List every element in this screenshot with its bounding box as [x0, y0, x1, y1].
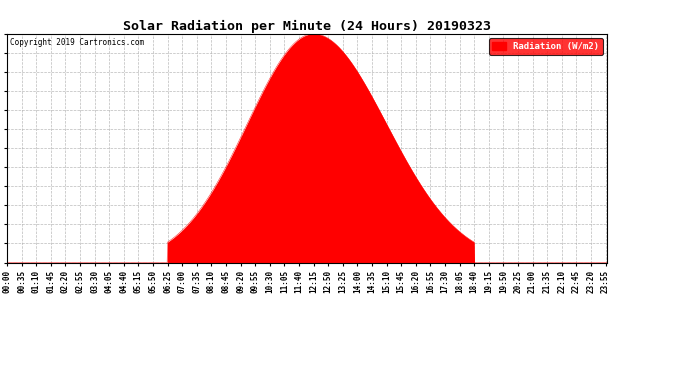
Title: Solar Radiation per Minute (24 Hours) 20190323: Solar Radiation per Minute (24 Hours) 20… [123, 20, 491, 33]
Text: Copyright 2019 Cartronics.com: Copyright 2019 Cartronics.com [10, 38, 144, 47]
Legend: Radiation (W/m2): Radiation (W/m2) [489, 38, 602, 55]
